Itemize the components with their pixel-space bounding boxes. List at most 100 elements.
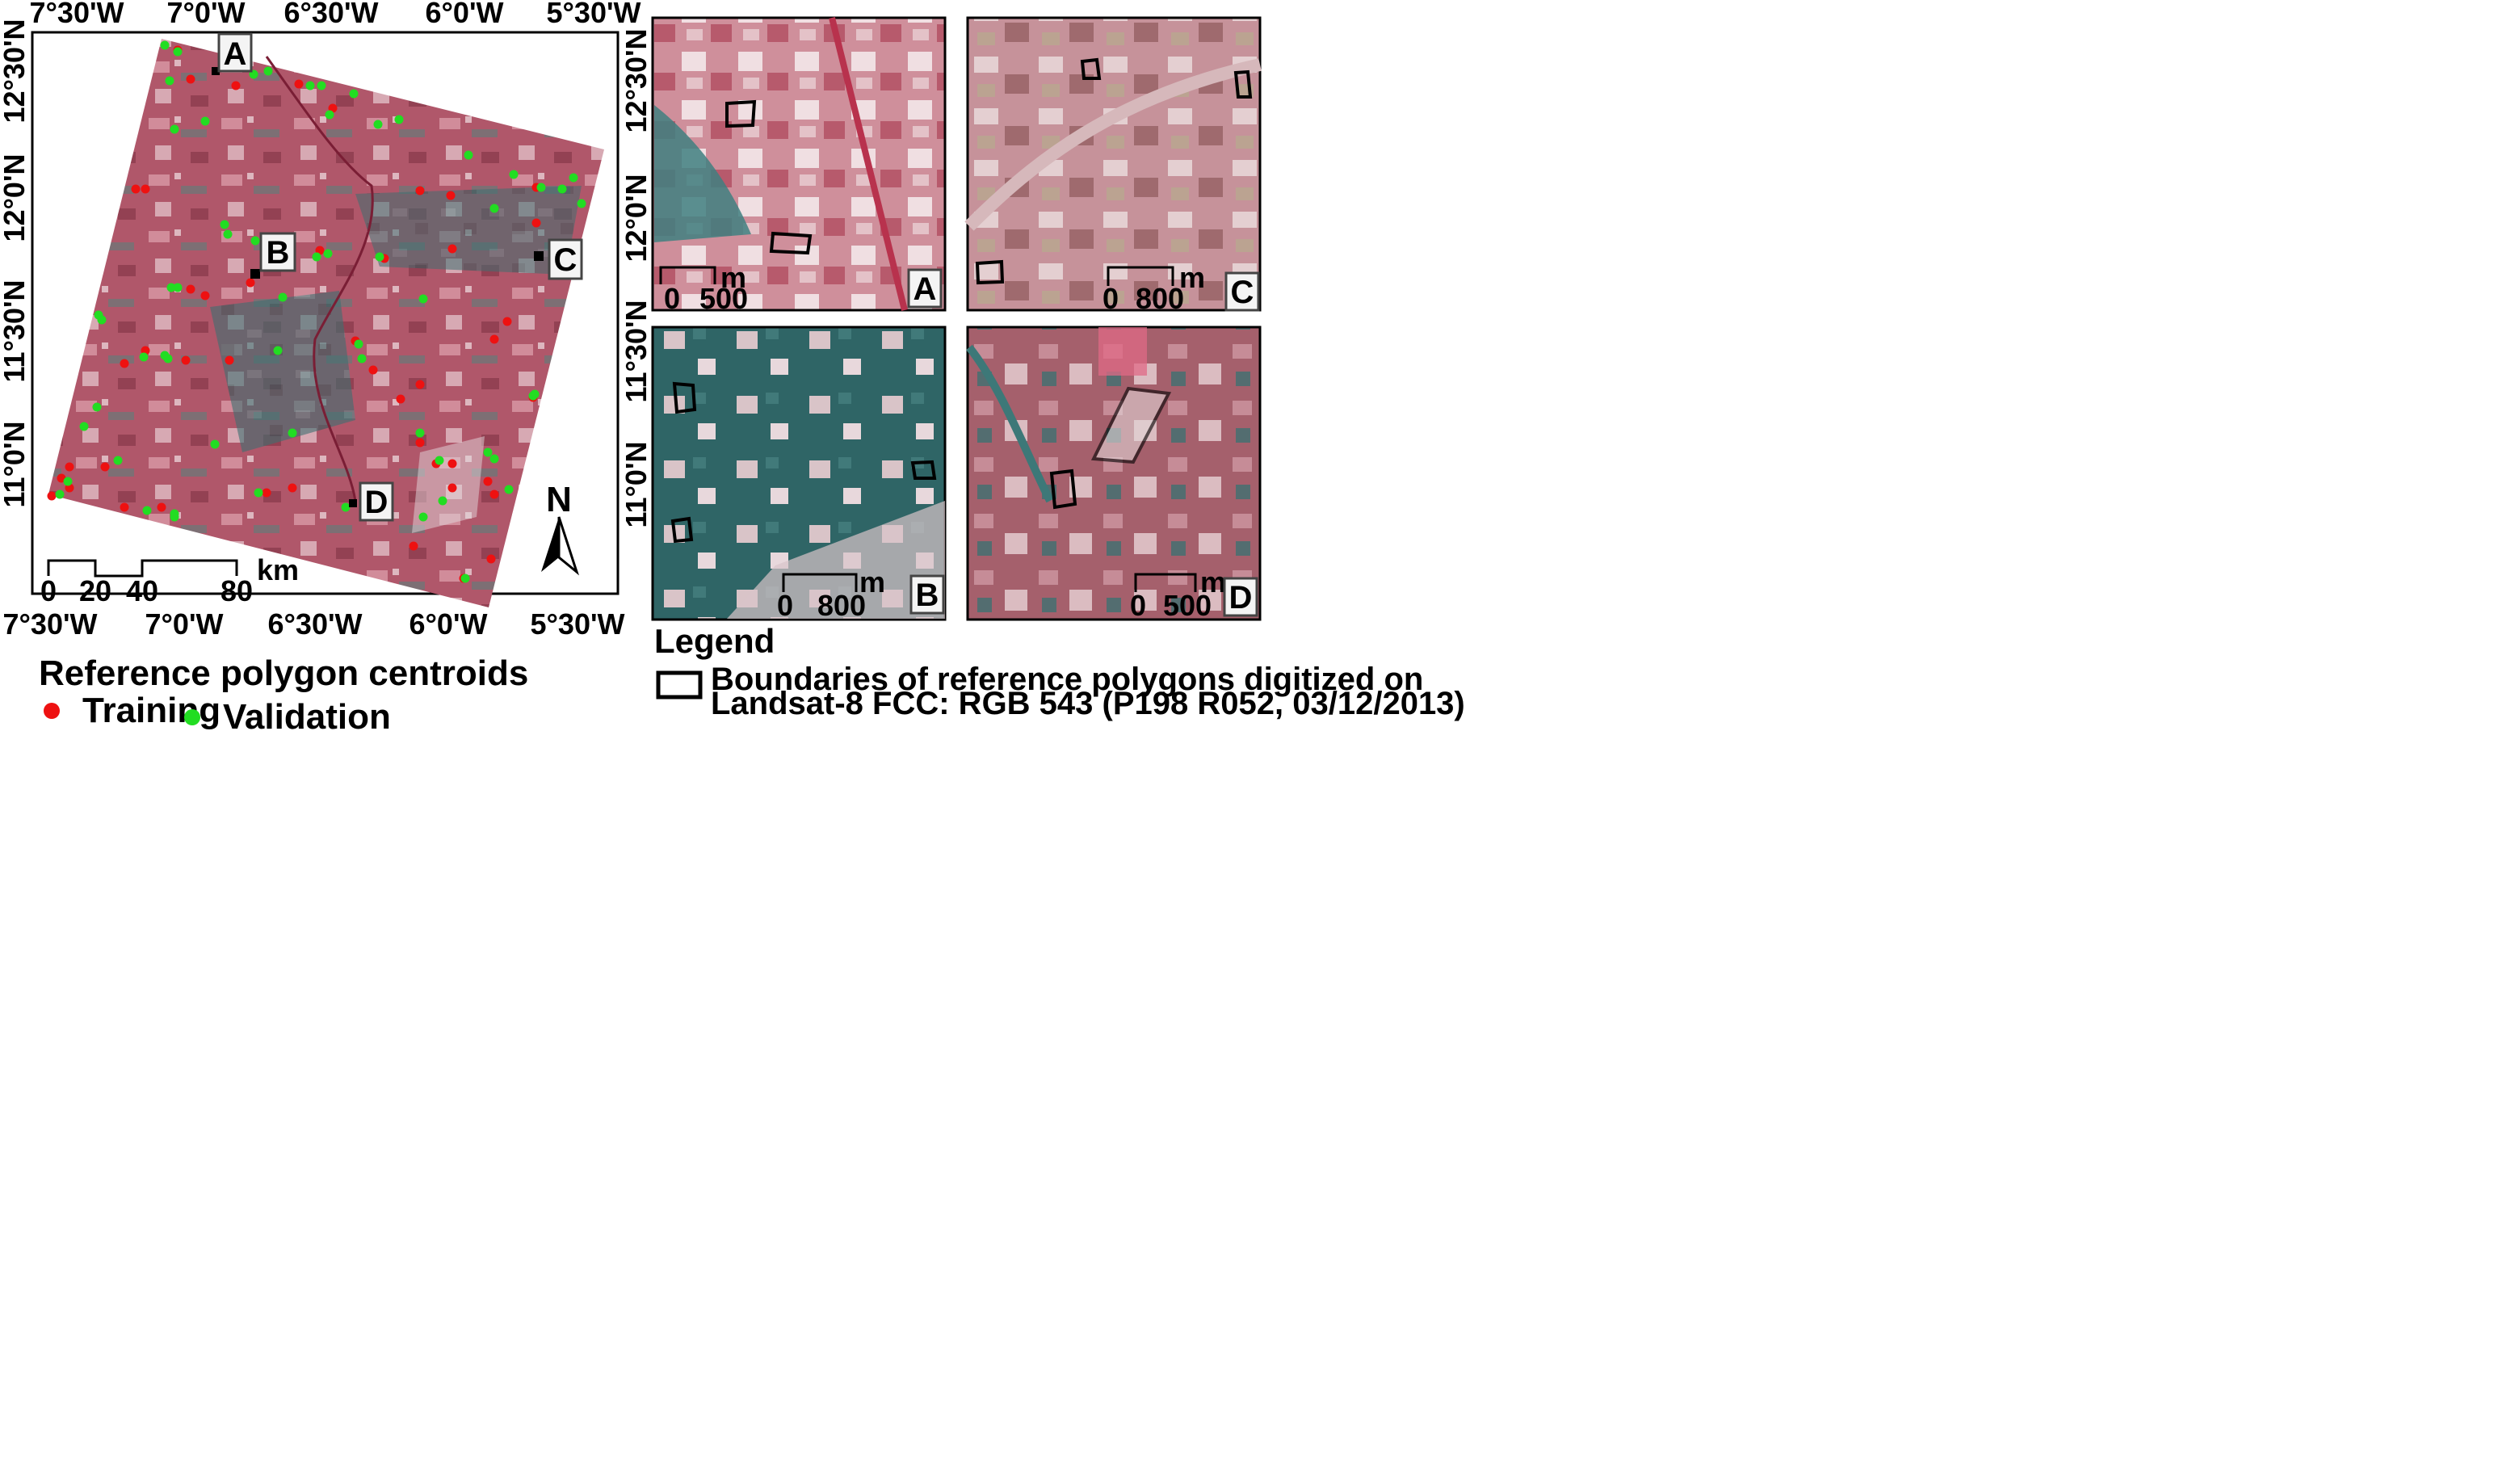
left-tick: 11°0'N	[0, 421, 31, 507]
inset-c-scale-unit: m	[1179, 261, 1205, 294]
training-point	[396, 394, 405, 404]
inset-c-road	[964, 58, 1262, 231]
right-tick: 12°30'N	[620, 28, 653, 132]
validation-point	[509, 170, 519, 179]
insets: 0 500 m A 0 800 m C 0	[651, 16, 1262, 622]
bottom-tick: 6°0'W	[410, 607, 488, 641]
validation-point	[170, 124, 179, 134]
validation-point	[173, 283, 183, 292]
site-label-box-b	[259, 232, 296, 272]
inset-d-bright-area	[1098, 327, 1147, 376]
validation-point	[63, 477, 73, 486]
left-tick: 12°0'N	[0, 153, 31, 242]
top-tick: 6°0'W	[426, 0, 504, 29]
training-point	[47, 491, 57, 501]
inset-b-letter-box	[909, 574, 945, 615]
scalebar-unit: km	[257, 553, 299, 586]
inset-d-scale-unit: m	[1200, 565, 1226, 599]
validation-point	[163, 354, 173, 363]
bottom-tick: 7°0'W	[145, 607, 224, 641]
validation-point	[438, 496, 447, 506]
training-point	[446, 191, 456, 200]
validation-point	[278, 292, 288, 302]
validation-point	[92, 402, 102, 412]
validation-point	[375, 252, 384, 262]
legend-title: Reference polygon centroids	[39, 653, 528, 693]
inset-a-water	[654, 105, 751, 242]
site-marker-c	[534, 251, 544, 261]
top-axis-ticks: 7°30'W 7°0'W 6°30'W 6°0'W 5°30'W	[30, 0, 641, 29]
scalebar-value: 40	[126, 574, 158, 607]
validation-point	[536, 183, 546, 192]
site-label-b: B	[267, 235, 290, 271]
inset-d-letter: D	[1229, 580, 1253, 616]
inset-a-channel	[829, 17, 908, 311]
inset-b: 0 800 m B	[651, 326, 947, 622]
north-label: N	[546, 480, 572, 519]
validation-point	[530, 389, 540, 399]
validation-point	[160, 40, 170, 50]
inset-a-scale-max: 500	[699, 282, 748, 315]
training-point	[65, 462, 74, 472]
validation-point	[173, 47, 183, 57]
site-label-c: C	[554, 242, 578, 278]
validation-point	[113, 456, 123, 465]
inset-a-scale-unit: m	[720, 261, 746, 294]
top-tick: 6°30'W	[284, 0, 379, 29]
top-tick: 7°30'W	[30, 0, 124, 29]
reference-polygon	[769, 231, 813, 255]
reference-polygon	[975, 259, 1005, 285]
validation-point	[418, 294, 428, 304]
validation-point	[223, 229, 233, 239]
site-label-box-d	[359, 481, 394, 522]
validation-point	[273, 346, 283, 355]
right-tick: 11°30'N	[620, 300, 653, 402]
validation-point	[557, 184, 567, 194]
validation-point	[263, 66, 273, 76]
training-point	[368, 365, 378, 375]
validation-point	[435, 456, 444, 465]
training-point	[483, 477, 493, 486]
validation-point	[254, 488, 263, 498]
inset-d-scalebar	[1134, 573, 1197, 592]
polygon-legend-swatch	[656, 670, 703, 700]
reference-polygon	[1233, 69, 1253, 99]
training-point	[447, 244, 457, 254]
validation-point	[139, 352, 149, 362]
training-label: Training	[82, 691, 220, 730]
training-point	[186, 284, 195, 294]
validation-point	[394, 115, 404, 124]
bottom-axis-ticks: 7°30'W 7°0'W 6°30'W 6°0'W 5°30'W	[3, 607, 625, 641]
training-point	[415, 186, 425, 195]
validation-point	[357, 354, 367, 363]
training-point	[262, 488, 271, 498]
validation-point	[170, 512, 179, 522]
validation-point	[142, 506, 152, 515]
training-point	[120, 502, 129, 512]
validation-point	[323, 249, 333, 258]
bottom-tick: 5°30'W	[531, 607, 625, 641]
validation-point	[312, 252, 321, 262]
validation-point	[325, 110, 334, 120]
legend-heading: Legend	[654, 622, 775, 660]
polygon-legend-line2: Landsat-8 FCC: RGB 543 (P198 R052, 03/12…	[711, 686, 1465, 721]
inset-c-scale-max: 800	[1136, 282, 1184, 315]
reference-polygon	[672, 381, 697, 414]
site-label-a: A	[224, 36, 247, 72]
inset-b-scale-unit: m	[859, 565, 885, 599]
left-tick: 12°30'N	[0, 19, 31, 123]
validation-point	[489, 204, 499, 213]
validation-point	[220, 220, 229, 229]
validation-point	[165, 76, 174, 86]
inset-c-scalebar	[1107, 266, 1174, 286]
bottom-tick: 7°30'W	[3, 607, 98, 641]
training-point	[531, 218, 541, 228]
inset-d-letter-box	[1223, 577, 1258, 617]
reference-polygon	[1090, 386, 1172, 464]
inset-c-frame	[966, 16, 1262, 312]
inset-b-light-area	[727, 501, 945, 619]
left-axis-ticks: 12°30'N 12°0'N 11°30'N 11°0'N	[0, 19, 31, 507]
site-marker-a	[212, 67, 220, 75]
inset-a-scalebar	[659, 266, 716, 284]
